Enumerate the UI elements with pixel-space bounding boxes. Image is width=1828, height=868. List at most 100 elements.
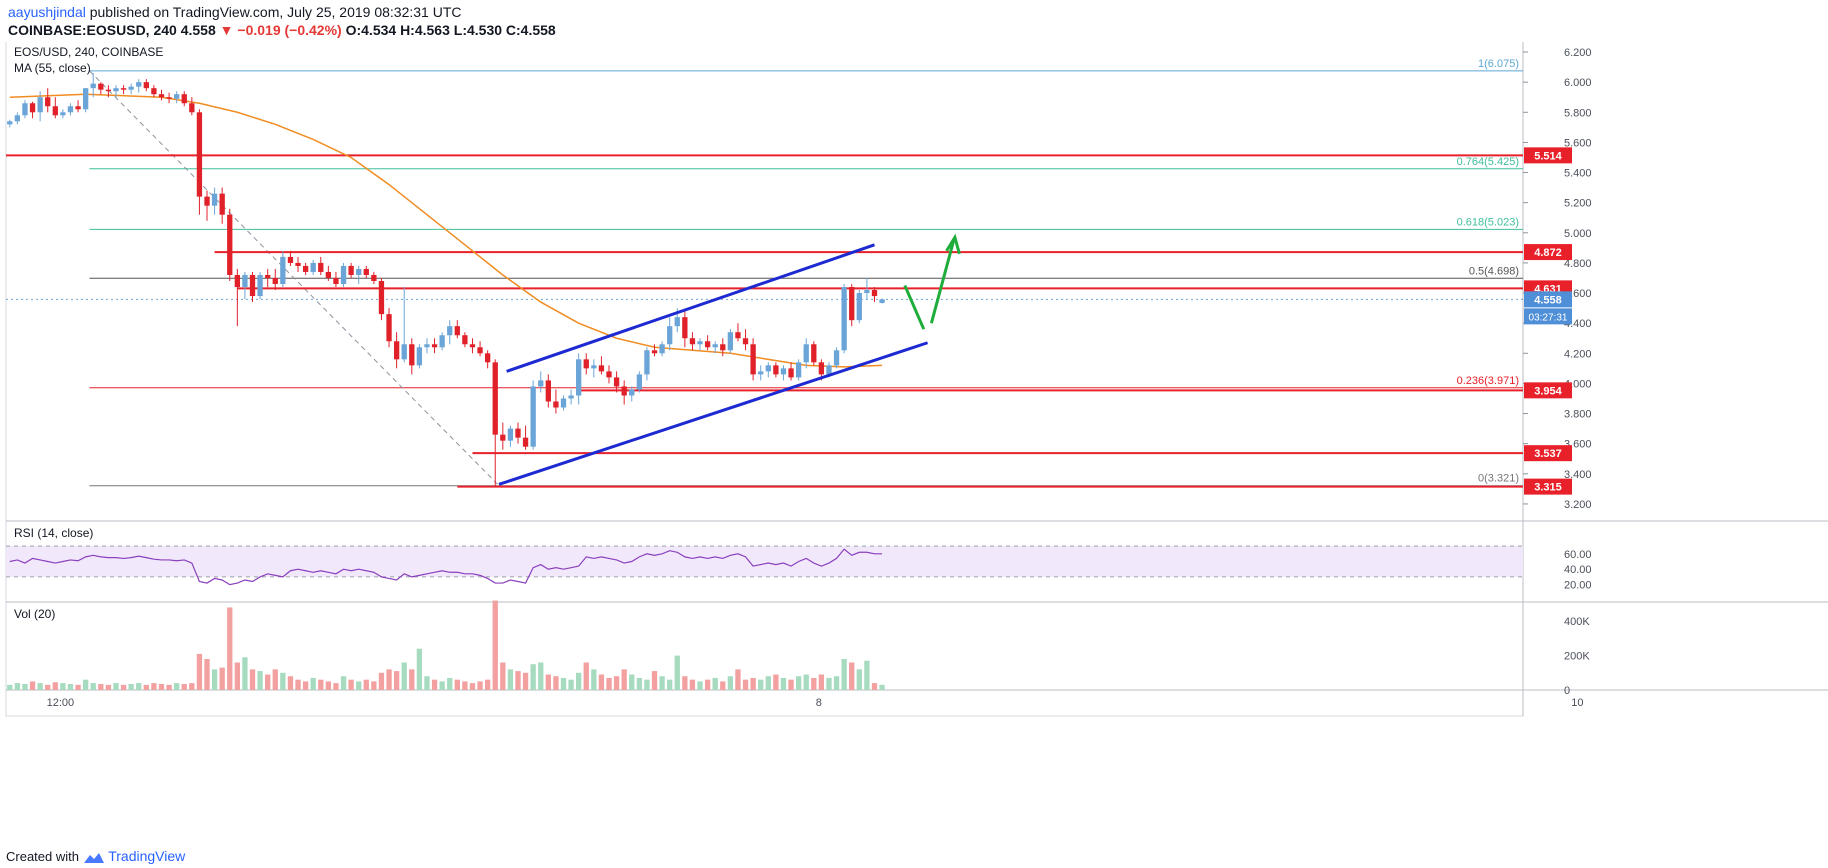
candle-body — [265, 274, 271, 278]
candle-body — [325, 271, 332, 278]
volume-tick-label: 200K — [1564, 651, 1590, 663]
candle-body — [758, 371, 764, 375]
volume-bar — [720, 681, 726, 690]
volume-bar — [325, 681, 332, 690]
author-link[interactable]: aayushjindal — [8, 4, 86, 20]
fib-level-label: 0.5(4.698) — [1469, 265, 1519, 277]
candle-body — [416, 347, 423, 366]
tradingview-brand[interactable]: TradingView — [108, 848, 186, 864]
volume-bar — [780, 677, 787, 690]
volume-bar — [128, 683, 134, 690]
volume-bar — [439, 681, 445, 690]
fib-level-label: 0(3.321) — [1478, 473, 1519, 485]
volume-bar — [120, 684, 127, 690]
volume-bar — [727, 676, 734, 690]
price-tick-label: 3.800 — [1564, 409, 1592, 421]
candle-body — [151, 88, 157, 95]
symbol-line: COINBASE:EOSUSD, 240 4.558 ▼ −0.019 (−0.… — [8, 22, 556, 38]
arrowhead-icon — [945, 233, 961, 255]
fib-trend-line — [89, 70, 500, 487]
candle-body — [234, 274, 240, 288]
volume-bar — [302, 681, 309, 690]
volume-legend: Vol (20) — [14, 607, 55, 621]
volume-bar — [151, 683, 157, 690]
volume-bar — [659, 676, 665, 690]
volume-bar — [174, 683, 180, 690]
candle-body — [378, 280, 385, 315]
price-tag-label: 4.558 — [1534, 294, 1562, 306]
volume-bar — [606, 677, 612, 690]
volume-bar — [682, 676, 688, 690]
candle-body — [583, 359, 589, 369]
candle-body — [249, 274, 256, 297]
candle-body — [636, 374, 643, 390]
volume-bar — [295, 679, 301, 690]
volume-bar — [477, 681, 483, 690]
candle-body — [242, 274, 248, 288]
candle-body — [272, 277, 278, 285]
candle-body — [826, 365, 832, 375]
volume-bar — [393, 671, 400, 690]
time-tick-label: 12:00 — [47, 697, 75, 709]
candle-body — [98, 83, 104, 90]
candle-body — [287, 256, 294, 263]
volume-bar — [234, 662, 240, 690]
volume-bar — [105, 684, 112, 690]
candle-body — [356, 268, 362, 275]
candle-body — [75, 106, 81, 110]
candle-body — [704, 341, 711, 348]
down-triangle-icon: ▼ — [219, 22, 234, 38]
volume-bar — [166, 684, 172, 690]
candle-body — [318, 262, 324, 272]
volume-bar — [621, 669, 627, 690]
volume-bar — [758, 679, 764, 690]
countdown-label: 03:27:31 — [1529, 312, 1568, 323]
volume-bar — [507, 669, 514, 690]
candle-body — [158, 94, 165, 98]
price-chart[interactable]: 6.200 6.000 5.800 5.600 5.400 5.200 5.000 4.800… — [0, 42, 1828, 842]
candle-body — [211, 193, 218, 206]
rsi-tick-label: 60.00 — [1564, 549, 1592, 561]
price-tick-label: 4.200 — [1564, 348, 1592, 360]
candle-body — [136, 82, 142, 87]
volume-bar — [667, 679, 673, 690]
volume-bar — [484, 679, 491, 690]
candle-body — [568, 395, 574, 399]
price-tick-label: 6.200 — [1564, 47, 1592, 59]
publish-info: aayushjindal published on TradingView.co… — [8, 4, 462, 20]
volume-bar — [742, 679, 749, 690]
candle-body — [189, 103, 195, 113]
volume-bar — [583, 662, 589, 690]
candle-body — [120, 88, 127, 90]
volume-bar — [629, 674, 635, 690]
price-tag-label: 5.514 — [1534, 150, 1562, 162]
volume-tick-label: 400K — [1564, 616, 1590, 628]
candle-body — [742, 338, 749, 345]
candle-body — [196, 112, 203, 197]
candle-body — [545, 380, 551, 402]
time-tick-label: 8 — [816, 697, 822, 709]
candle-body — [712, 344, 718, 348]
candle-body — [424, 344, 430, 348]
fib-level-label: 0.764(5.425) — [1457, 156, 1519, 168]
rsi-band — [6, 546, 1523, 577]
volume-bar — [318, 679, 324, 690]
candle-body — [128, 86, 134, 90]
candle-body — [613, 377, 620, 387]
chart-frame — [5, 42, 1524, 717]
candle-body — [750, 344, 756, 375]
volume-bar — [492, 600, 498, 690]
rsi-tick-label: 40.00 — [1564, 564, 1592, 576]
candle-body — [659, 344, 665, 354]
candle-body — [576, 359, 582, 396]
volume-bar — [340, 676, 347, 690]
candle-body — [37, 97, 43, 113]
price-tick-label: 5.600 — [1564, 137, 1592, 149]
volume-bar — [249, 669, 256, 690]
volume-bar — [211, 669, 218, 690]
volume-bar — [765, 676, 771, 690]
volume-bar — [841, 659, 847, 690]
candle-body — [553, 401, 559, 408]
volume-bar — [849, 662, 855, 690]
volume-bar — [378, 672, 385, 690]
